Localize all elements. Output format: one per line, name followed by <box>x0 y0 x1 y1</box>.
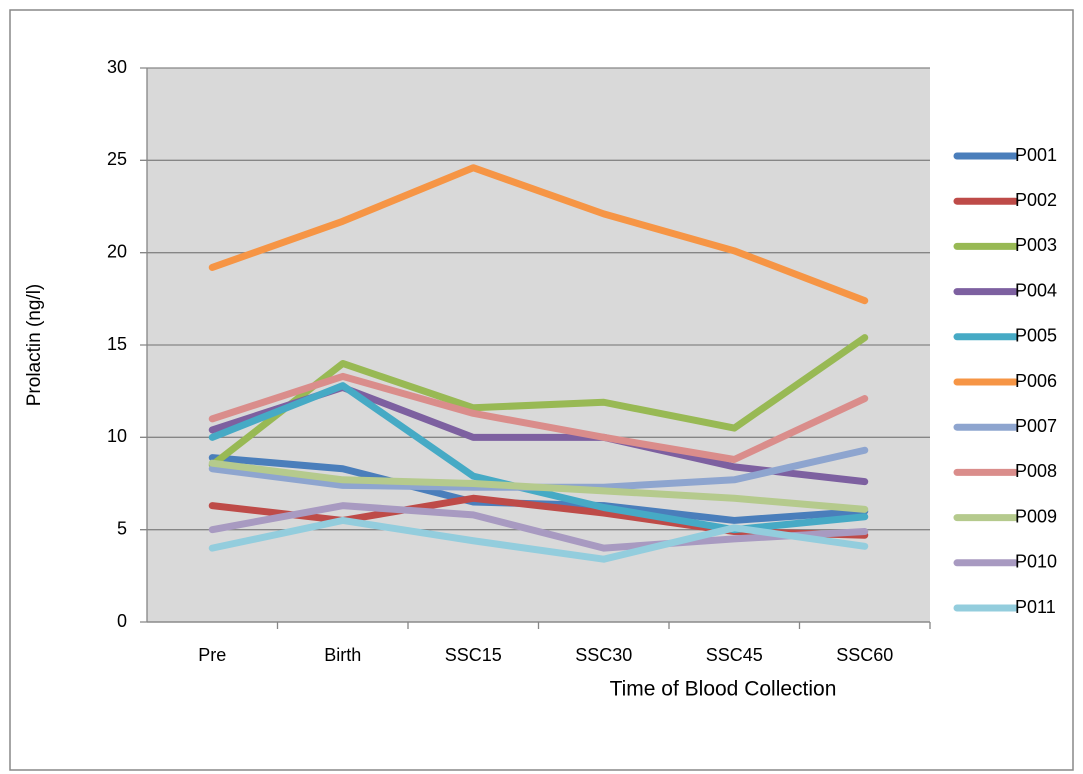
legend-label: P003 <box>1015 235 1057 255</box>
x-tick-label: SSC30 <box>575 645 632 665</box>
y-tick-label: 15 <box>107 334 127 354</box>
y-tick-label: 25 <box>107 149 127 169</box>
y-tick-label: 20 <box>107 241 127 261</box>
y-tick-label: 5 <box>117 518 127 538</box>
y-tick-label: 30 <box>107 57 127 77</box>
legend-label: P001 <box>1015 145 1057 165</box>
x-tick-label: SSC15 <box>445 645 502 665</box>
x-tick-label: SSC45 <box>706 645 763 665</box>
legend-label: P010 <box>1015 552 1057 572</box>
x-tick-label: SSC60 <box>836 645 893 665</box>
legend-label: P009 <box>1015 506 1057 526</box>
series-line <box>208 459 869 513</box>
x-tick-label: Birth <box>324 645 361 665</box>
series-line <box>208 502 869 552</box>
x-tick-label: Pre <box>198 645 226 665</box>
series-line <box>208 164 869 305</box>
legend-label: P011 <box>1015 597 1056 617</box>
legend-label: P005 <box>1015 326 1057 346</box>
y-axis-title: Prolactin (ng/l) <box>24 284 45 407</box>
legend-label: P002 <box>1015 190 1057 210</box>
legend-label: P006 <box>1015 371 1057 391</box>
legend-label: P004 <box>1015 280 1057 300</box>
legend-label: P008 <box>1015 461 1057 481</box>
legend-label: P007 <box>1015 416 1057 436</box>
x-axis-title: Time of Blood Collection <box>610 678 837 701</box>
y-tick-label: 0 <box>117 611 127 631</box>
series-line <box>208 516 869 563</box>
y-tick-label: 10 <box>107 426 127 446</box>
series-line <box>208 372 869 463</box>
